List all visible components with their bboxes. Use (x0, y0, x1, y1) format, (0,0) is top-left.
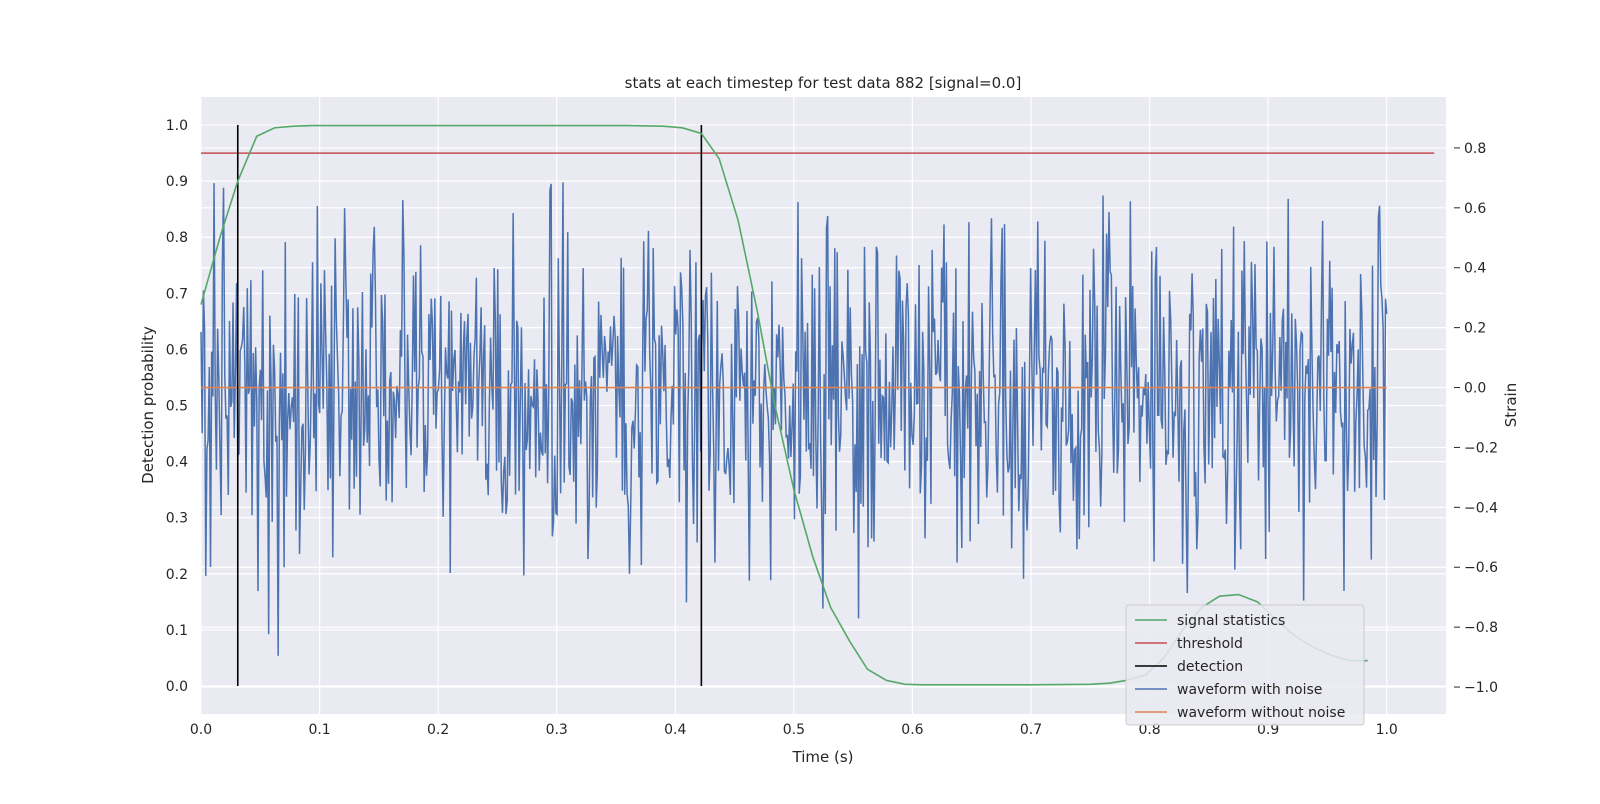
y-left-tick-label: 0.1 (166, 623, 188, 639)
y-right-tick-label: 0.6 (1464, 201, 1486, 217)
series-layer (200, 124, 1435, 686)
chart-title: stats at each timestep for test data 882… (625, 74, 1022, 92)
x-tick-label: 0.2 (427, 722, 449, 738)
legend-label: waveform with noise (1177, 682, 1322, 698)
y-left-tick-label: 1.0 (166, 118, 188, 134)
x-tick-label: 0.7 (1020, 722, 1042, 738)
y-left-tick-label: 0.2 (166, 567, 188, 583)
legend-label: waveform without noise (1177, 705, 1345, 721)
legend: signal statistics threshold detection wavef… (1125, 604, 1365, 726)
y-right-axis-ticks: −1.0 −0.8 −0.6 −0.4 −0.2 0.0 0.2 0.4 0.6 0.8 (1454, 141, 1498, 696)
legend-label: signal statistics (1177, 613, 1285, 629)
x-tick-label: 0.0 (190, 722, 212, 738)
y-left-tick-label: 0.5 (166, 399, 188, 415)
x-tick-label: 0.3 (546, 722, 568, 738)
y-left-tick-label: 0.4 (166, 455, 188, 471)
x-tick-label: 0.9 (1257, 722, 1279, 738)
y-right-tick-label: −1.0 (1464, 680, 1498, 696)
y-left-axis-ticks: 0.0 0.1 0.2 0.3 0.4 0.5 0.6 0.7 0.8 0.9 1.0 (166, 118, 188, 695)
legend-box (1125, 604, 1365, 726)
x-tick-label: 0.6 (901, 722, 923, 738)
x-tick-label: 1.0 (1376, 722, 1398, 738)
y-right-tick-label: 0.2 (1464, 321, 1486, 337)
y-right-tick-label: −0.4 (1464, 500, 1498, 516)
series-signal-statistics (200, 124, 1368, 686)
y-left-tick-label: 0.0 (166, 679, 188, 695)
y-left-tick-label: 0.8 (166, 230, 188, 246)
x-tick-label: 0.4 (664, 722, 686, 738)
y-left-tick-label: 0.3 (166, 511, 188, 527)
x-axis-ticks: 0.0 0.1 0.2 0.3 0.4 0.5 0.6 0.7 0.8 0.9 1.0 (190, 722, 1398, 738)
y-right-tick-label: −0.6 (1464, 560, 1498, 576)
y-right-tick-label: −0.2 (1464, 440, 1498, 456)
y-right-axis-label: Strain (1502, 383, 1520, 427)
legend-label: threshold (1177, 636, 1243, 652)
series-waveform-with-noise (200, 182, 1388, 656)
y-right-tick-label: 0.0 (1464, 381, 1486, 397)
x-tick-label: 0.8 (1138, 722, 1160, 738)
y-right-tick-label: −0.8 (1464, 620, 1498, 636)
y-left-tick-label: 0.9 (166, 174, 188, 190)
x-tick-label: 0.5 (783, 722, 805, 738)
y-right-tick-label: 0.4 (1464, 261, 1486, 277)
x-axis-label: Time (s) (792, 748, 854, 766)
legend-label: detection (1177, 659, 1243, 675)
x-tick-label: 0.1 (308, 722, 330, 738)
y-left-axis-label: Detection probability (139, 326, 157, 484)
y-left-tick-label: 0.6 (166, 342, 188, 358)
y-left-tick-label: 0.7 (166, 286, 188, 302)
y-right-tick-label: 0.8 (1464, 141, 1486, 157)
